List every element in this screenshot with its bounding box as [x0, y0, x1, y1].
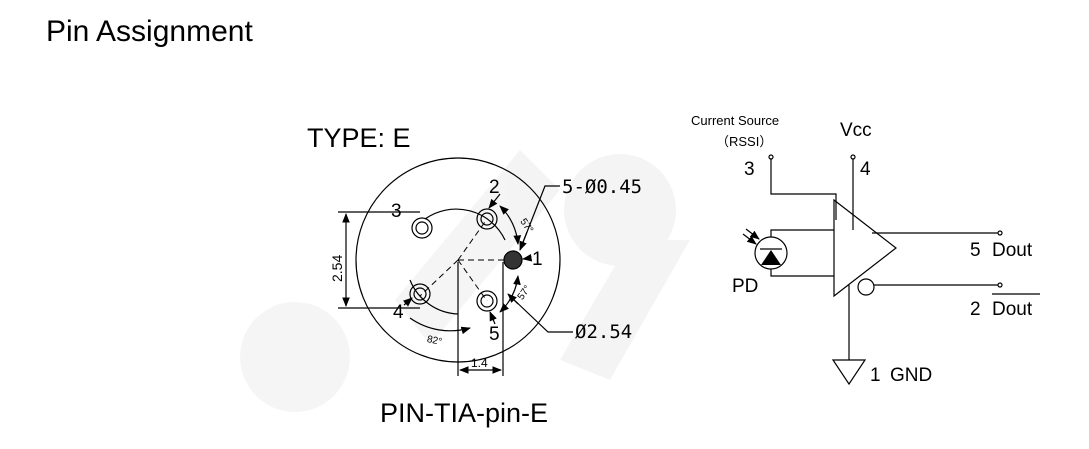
gnd-label: GND: [890, 365, 932, 386]
package-drawing: TYPE: E 3 2 1 4 5: [307, 123, 642, 428]
angle-label-lower: 57°: [516, 284, 534, 303]
current-source-label: Current Source: [691, 113, 779, 128]
package-caption: PIN-TIA-pin-E: [380, 398, 548, 428]
pin-5: [476, 290, 498, 312]
gnd-symbol: [831, 359, 867, 386]
center-line-2: [457, 218, 488, 261]
angle-arc-upper: [499, 205, 522, 245]
vcc-pin-number: 4: [860, 159, 871, 180]
rssi-pin-number: 3: [744, 159, 755, 180]
pin-4: [409, 283, 431, 305]
pin-label-2: 2: [489, 177, 500, 198]
center-line-5: [457, 259, 488, 302]
circle-diameter-leader: [509, 295, 573, 333]
horizontal-dimension-label: 1.4: [471, 356, 488, 370]
pin-2: [476, 208, 498, 230]
pin-label-5: 5: [489, 324, 500, 345]
rssi-label: （RSSI）: [716, 134, 772, 149]
angle-arc-left: [409, 317, 471, 335]
center-line-4: [419, 259, 459, 297]
circle-diameter-label: Ø2.54: [575, 321, 632, 343]
tia-amplifier: [833, 198, 897, 298]
gnd-pin-number: 1: [870, 365, 881, 386]
pd-wire-top: [770, 229, 834, 237]
page-title: Pin Assignment: [46, 15, 253, 48]
doutb-label: Dout: [992, 299, 1033, 320]
vcc-label: Vcc: [840, 120, 872, 141]
rssi-wire: [770, 159, 837, 220]
inverting-bubble: [857, 278, 875, 296]
vertical-dimension-label: 2.54: [329, 255, 345, 282]
vcc-terminal: [850, 154, 856, 160]
pin-label-4: 4: [393, 302, 404, 323]
type-label: TYPE: E: [307, 123, 411, 153]
angle-label-left: 82°: [426, 334, 443, 348]
pin-circle-arc-upper: [424, 208, 506, 241]
pin-label-1: 1: [532, 249, 543, 270]
rssi-terminal: [768, 154, 774, 160]
pd-wire-bottom: [770, 269, 834, 277]
watermark: [240, 150, 690, 412]
dout-pin-number: 5: [970, 240, 981, 261]
doutb-pin-number: 2: [970, 299, 981, 320]
dout-label: Dout: [992, 240, 1033, 261]
schematic: Current Source （RSSI） 3 Vcc 4 PD 5 Dout: [691, 113, 1040, 386]
pin-3: [411, 217, 433, 239]
pin-diameter-leader: [519, 185, 560, 251]
pd-label: PD: [732, 276, 758, 297]
pin-circle-arc: [409, 279, 459, 315]
pin-diameter-label: 5-Ø0.45: [562, 176, 642, 198]
photodiode: [742, 228, 788, 270]
pin-1: [503, 250, 523, 270]
